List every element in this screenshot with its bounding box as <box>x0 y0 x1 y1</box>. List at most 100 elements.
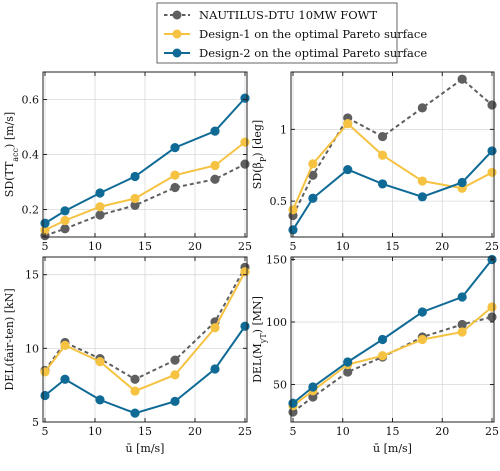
x-tick-label: 5 <box>42 425 49 438</box>
data-point <box>487 100 497 110</box>
data-point <box>95 395 105 405</box>
axis-label-y: SD(βP) [deg] <box>251 120 268 189</box>
y-tick-label: 0.4 <box>22 149 40 162</box>
y-tick-label: 15 <box>25 269 39 282</box>
x-tick-label: 10 <box>336 240 350 253</box>
x-tick-label: 20 <box>435 240 449 253</box>
series <box>288 74 497 221</box>
series <box>288 146 497 235</box>
data-point <box>60 224 70 234</box>
data-point <box>170 170 180 180</box>
data-point <box>130 374 140 384</box>
data-point <box>308 193 318 203</box>
data-point <box>487 312 497 322</box>
data-point <box>40 367 50 377</box>
data-point <box>95 210 105 220</box>
x-tick-label: 15 <box>138 240 152 253</box>
chart-panel: 5 10 15 20 25 0.2 0.4 0.6SD(TTacc) [m/s] <box>3 71 252 253</box>
data-point <box>170 355 180 365</box>
y-tick-label: 0.2 <box>22 204 40 217</box>
x-tick-label: 15 <box>386 425 400 438</box>
data-point <box>417 176 427 186</box>
data-point <box>417 103 427 113</box>
data-point <box>210 364 220 374</box>
data-point <box>130 386 140 396</box>
x-tick-label: 10 <box>88 240 102 253</box>
y-tick-label: 0.5 <box>270 195 288 208</box>
data-point <box>457 292 467 302</box>
data-point <box>210 126 220 136</box>
data-point <box>210 174 220 184</box>
x-tick-label: 25 <box>238 425 252 438</box>
legend-marker <box>172 29 182 39</box>
data-point <box>240 321 250 331</box>
y-tick-label: 0.6 <box>22 94 40 107</box>
axis-label-y: DEL(fair-ten) [kN] <box>3 288 16 390</box>
chart-panel: 5 10 15 20 25 50 100 150 DEL(MyT) [MN] ū [m/s] <box>251 254 499 456</box>
data-point <box>308 159 318 169</box>
data-point <box>60 215 70 226</box>
data-point <box>457 177 467 188</box>
x-tick-label: 10 <box>88 425 102 438</box>
data-point <box>343 367 353 377</box>
legend-item: Design-1 on the optimal Pareto surface <box>164 27 427 41</box>
data-point <box>343 164 353 175</box>
data-point <box>377 179 388 189</box>
data-point <box>60 340 70 350</box>
legend-marker <box>172 48 182 58</box>
data-point <box>487 302 497 312</box>
data-point <box>60 374 70 384</box>
legend-item: Design-2 on the optimal Pareto surface <box>164 46 427 60</box>
x-tick-label: 20 <box>188 240 202 253</box>
data-point <box>95 356 105 367</box>
data-point <box>130 193 140 204</box>
legend: NAUTILUS-DTU 10MW FOWT Design-1 on the op… <box>156 2 427 64</box>
data-point <box>417 334 427 345</box>
data-point <box>343 357 353 367</box>
series <box>288 119 497 215</box>
axis-label-x: ū [m/s] <box>126 442 165 455</box>
y-tick-label: 100 <box>266 316 287 329</box>
y-tick-label: 50 <box>273 379 287 392</box>
axis-label-y: SD(TTacc) [m/s] <box>3 112 20 197</box>
axis-label-x: ū [m/s] <box>373 442 412 455</box>
data-point <box>170 182 180 193</box>
x-tick-label: 5 <box>289 240 296 253</box>
x-tick-label: 5 <box>289 425 296 438</box>
legend-label: Design-1 on the optimal Pareto surface <box>199 27 427 41</box>
data-point <box>487 146 497 156</box>
data-point <box>210 160 220 171</box>
data-point <box>288 205 298 215</box>
legend-label: NAUTILUS-DTU 10MW FOWT <box>199 8 378 22</box>
data-point <box>457 319 467 330</box>
data-point <box>130 200 140 210</box>
y-tick-label: 1 <box>280 123 287 136</box>
data-point <box>308 170 318 180</box>
chart-panel: 5 10 15 20 25 0.5 1 SD(βP) [deg] <box>251 71 499 253</box>
data-point <box>377 150 388 160</box>
legend-label: Design-2 on the optimal Pareto surface <box>199 46 427 60</box>
data-point <box>40 218 50 228</box>
data-point <box>417 192 427 202</box>
y-tick-label: 5 <box>32 416 39 429</box>
data-point <box>240 159 250 169</box>
data-point <box>40 390 50 401</box>
x-tick-label: 20 <box>188 425 202 438</box>
x-tick-label: 20 <box>435 425 449 438</box>
data-point <box>240 93 250 103</box>
x-tick-label: 25 <box>238 240 252 253</box>
x-tick-label: 25 <box>485 425 499 438</box>
data-point <box>170 396 180 406</box>
axis-label-y: DEL(MyT) [MN] <box>251 296 268 383</box>
series <box>40 137 250 235</box>
x-tick-label: 5 <box>42 240 49 253</box>
data-point <box>130 171 140 182</box>
data-point <box>377 334 388 345</box>
chart-panel: 5 10 15 20 25 5 10 15 DEL(fair-ten) [kN] ū [m/s] <box>3 256 252 455</box>
data-point <box>288 398 298 408</box>
legend-item: NAUTILUS-DTU 10MW FOWT <box>164 8 378 22</box>
data-point <box>130 408 140 418</box>
series <box>40 159 250 241</box>
y-tick-label: 150 <box>266 254 287 267</box>
